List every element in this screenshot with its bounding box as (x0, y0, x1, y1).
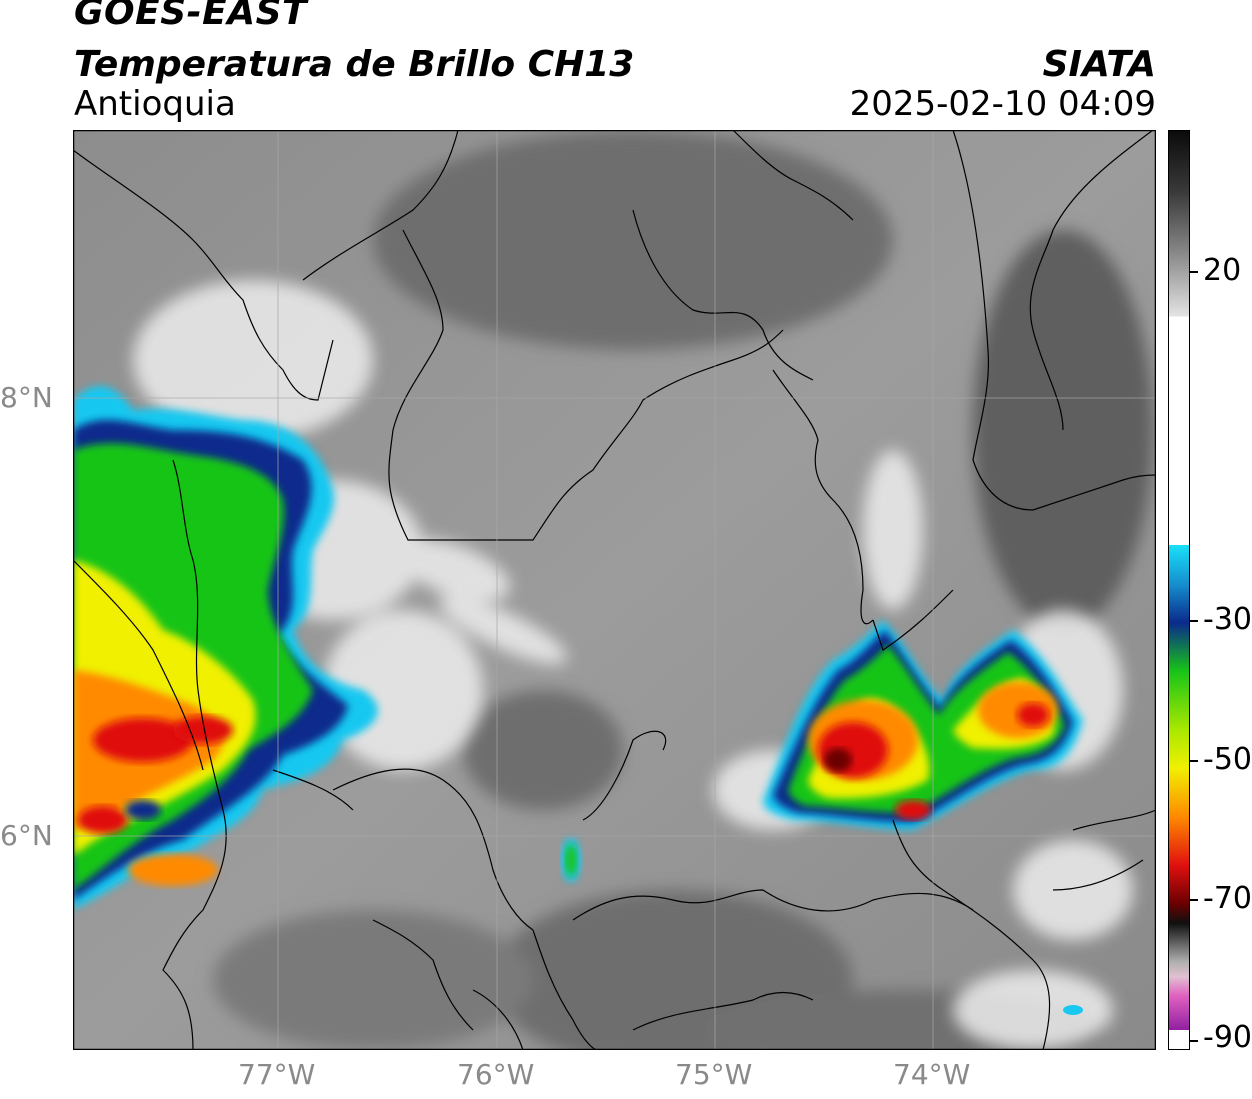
colorbar-tick (1190, 899, 1198, 901)
colorbar-tick (1190, 1040, 1198, 1042)
colorbar-min-segment (1168, 1030, 1190, 1050)
lon-label-75w: 75°W (675, 1058, 753, 1091)
organization-label: SIATA (1042, 44, 1156, 85)
colorbar-tick (1190, 271, 1198, 273)
colorbar-tick (1190, 760, 1198, 762)
colorbar-label-20: 20 (1203, 253, 1242, 288)
lon-label-76w: 76°W (457, 1058, 535, 1091)
satellite-title: GOES-EAST (74, 0, 308, 33)
satellite-map (73, 130, 1156, 1050)
colorbar (1168, 130, 1190, 1050)
colorbar-label-minus50: -50 (1203, 742, 1252, 777)
small-cell-core (565, 844, 577, 876)
colorbar-tick (1190, 620, 1198, 622)
lon-label-74w: 74°W (893, 1058, 971, 1091)
product-title: Temperatura de Brillo CH13 (74, 44, 635, 85)
region-label: Antioquia (74, 84, 236, 124)
lat-label-8n: 8°N (0, 381, 53, 414)
small-cell-se (1063, 1005, 1083, 1015)
lat-label-6n: 6°N (0, 819, 53, 852)
east-storm-system (763, 620, 1083, 830)
colorbar-color-segment (1168, 545, 1190, 1030)
timestamp-label: 2025-02-10 04:09 (849, 84, 1156, 124)
colorbar-border (1168, 130, 1190, 1050)
map-border (73, 130, 1156, 1050)
graticule (73, 130, 1156, 1050)
boundaries (73, 130, 1156, 1050)
lon-label-77w: 77°W (238, 1058, 316, 1091)
colorbar-label-minus90: -90 (1203, 1020, 1252, 1055)
colorbar-gray-segment (1168, 130, 1190, 545)
colorbar-label-minus70: -70 (1203, 881, 1252, 916)
west-storm-system (73, 386, 378, 910)
dark-cloud-field (213, 130, 1153, 1050)
colorbar-label-minus30: -30 (1203, 602, 1252, 637)
